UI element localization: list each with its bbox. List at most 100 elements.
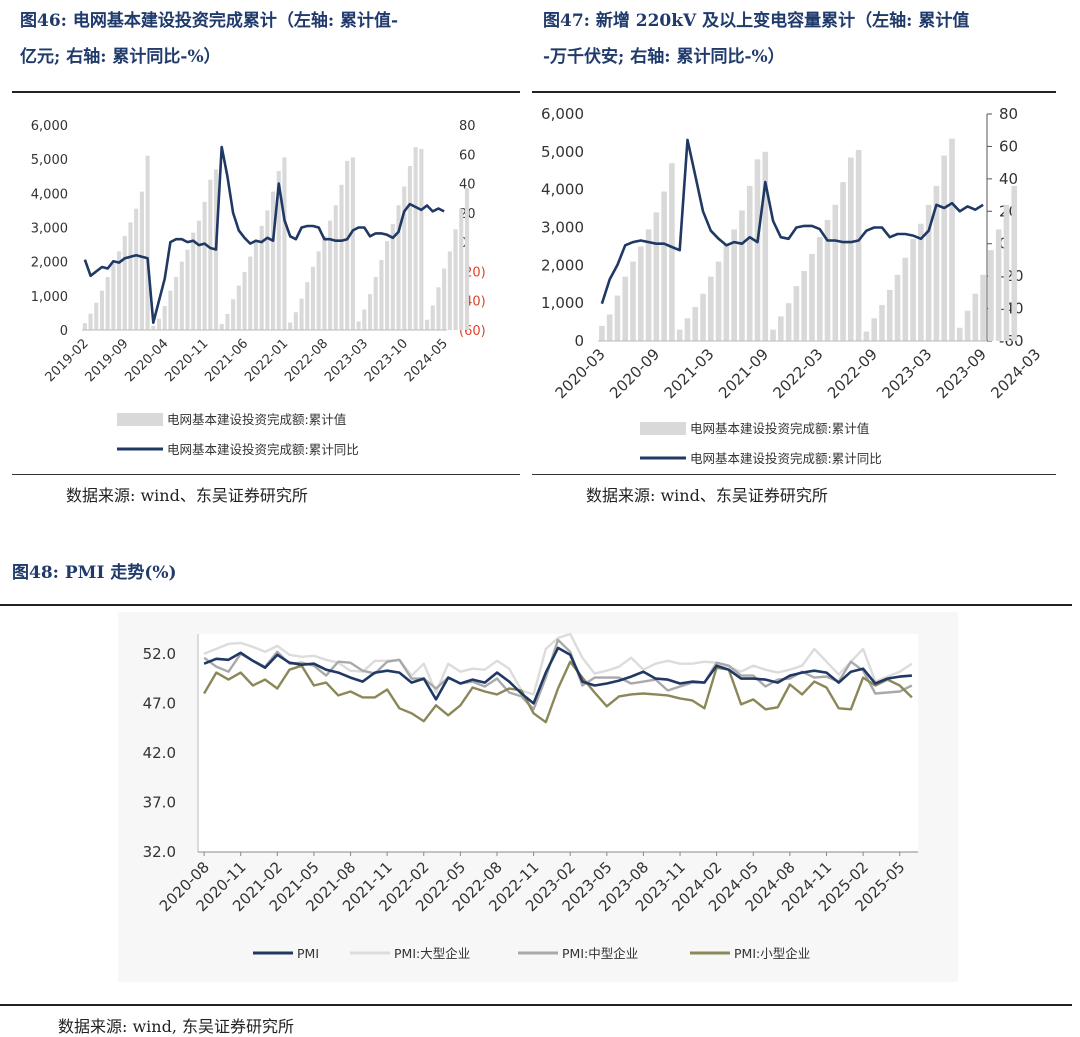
- y-left-tick-label: 5,000: [31, 153, 68, 168]
- bar-cumulative: [390, 224, 395, 330]
- legend-label: PMI:小型企业: [734, 946, 810, 961]
- yoy-line: [600, 138, 984, 305]
- plot-area: [198, 634, 918, 852]
- bar-cumulative: [871, 318, 877, 341]
- bar-cumulative: [94, 302, 99, 330]
- bar-cumulative: [739, 210, 745, 341]
- x-tick-label: 2023-03: [878, 345, 935, 402]
- bar-cumulative: [82, 323, 87, 330]
- bar-cumulative: [105, 277, 110, 330]
- legend-label: PMI:中型企业: [562, 946, 638, 961]
- fig46-title-line1: 图46: 电网基本建设投资完成累计（左轴: 累计值-: [20, 11, 399, 31]
- bar-cumulative: [453, 229, 458, 330]
- bar-cumulative: [128, 222, 133, 330]
- bar-cumulative: [248, 256, 253, 330]
- x-tick-label: 2023-09: [933, 345, 990, 402]
- x-tick-label: 2021-03: [661, 345, 718, 402]
- bar-cumulative: [723, 244, 730, 341]
- bar-cumulative: [259, 225, 264, 330]
- bar-cumulative: [964, 310, 971, 341]
- y-right-tick-label: 60: [459, 148, 476, 163]
- legend-label-line: 电网基本建设投资完成额:累计同比: [690, 451, 882, 466]
- bar-cumulative: [134, 208, 139, 330]
- bar-cumulative: [350, 157, 355, 330]
- bar-cumulative: [809, 253, 815, 341]
- bar-cumulative: [117, 251, 122, 330]
- y-right-tick-label: 40: [459, 178, 476, 193]
- bar-cumulative: [1003, 204, 1010, 341]
- fig46-source: 数据来源: wind、东吴证券研究所: [66, 486, 308, 505]
- y-left-tick-label: 0: [574, 332, 584, 350]
- bar-cumulative: [122, 236, 127, 330]
- x-tick-label: 2022-01: [242, 336, 291, 385]
- x-tick-label: 2021-06: [202, 336, 251, 385]
- x-tick-label: 2023-10: [362, 336, 411, 385]
- x-tick-label: 2024-03: [987, 345, 1044, 402]
- bar-cumulative: [236, 285, 241, 330]
- bar-cumulative: [156, 318, 162, 330]
- x-tick-label: 2024-05: [402, 336, 451, 385]
- y-left-tick-label: 0: [60, 324, 68, 339]
- bar-cumulative: [715, 261, 722, 341]
- bar-cumulative: [179, 261, 184, 330]
- fig48-chart: 52.047.042.037.032.02020-082020-112021-0…: [118, 612, 958, 982]
- bar-cumulative: [980, 274, 986, 341]
- bar-cumulative: [356, 321, 361, 330]
- bar-cumulative: [219, 323, 224, 330]
- series-line-1: [203, 632, 913, 696]
- bar-cumulative: [139, 191, 144, 330]
- bar-cumulative: [345, 160, 350, 330]
- fig47-top-rule: [532, 91, 1056, 93]
- bar-cumulative: [88, 313, 93, 330]
- legend-swatch-bar: [117, 413, 163, 426]
- bar-cumulative: [988, 250, 994, 341]
- fig47-title-line2: -万千伏安; 右轴: 累计同比-%）: [543, 47, 785, 67]
- bar-cumulative: [731, 229, 737, 341]
- fig47-title-line1: 图47: 新增 220kV 及以上变电容量累计（左轴: 累计值: [543, 11, 970, 31]
- x-tick-label: 2020-03: [552, 345, 609, 402]
- bar-cumulative: [305, 282, 310, 330]
- bar-cumulative: [373, 277, 378, 330]
- bar-cumulative: [692, 306, 699, 341]
- y-left-tick-label: 6,000: [31, 119, 68, 134]
- bar-cumulative: [832, 204, 839, 341]
- bar-cumulative: [419, 148, 424, 330]
- bar-cumulative: [840, 182, 846, 341]
- bar-cumulative: [669, 163, 675, 341]
- bar-cumulative: [464, 188, 470, 330]
- y-left-tick-label: 5,000: [541, 143, 584, 161]
- fig48-source: 数据来源: wind, 东吴证券研究所: [58, 1017, 295, 1036]
- y-right-tick-label: 80: [999, 105, 1018, 123]
- x-tick-label: 2019-02: [43, 336, 92, 385]
- bar-cumulative: [661, 191, 667, 341]
- bar-cumulative: [622, 276, 629, 341]
- bar-cumulative: [407, 166, 412, 330]
- bar-cumulative: [793, 286, 800, 341]
- bar-cumulative: [879, 305, 885, 341]
- x-tick-label: 2022-09: [824, 345, 881, 402]
- bar-cumulative: [367, 294, 373, 330]
- bar-cumulative: [191, 232, 196, 330]
- bar-cumulative: [111, 263, 116, 330]
- bar-cumulative: [894, 274, 901, 341]
- fig46-top-rule: [12, 91, 520, 93]
- y-right-tick-label: 80: [459, 119, 476, 134]
- y-left-tick-label: 4,000: [31, 187, 68, 202]
- legend-label-line: 电网基本建设投资完成额:累计同比: [167, 442, 359, 457]
- y-left-tick-label: 3,000: [541, 219, 584, 237]
- bar-cumulative: [754, 159, 761, 341]
- bar-cumulative: [185, 249, 190, 330]
- bar-cumulative: [684, 318, 691, 341]
- y-left-tick-label: 1,000: [31, 290, 68, 305]
- bar-cumulative: [271, 191, 276, 330]
- y-tick-label: 47.0: [143, 694, 176, 712]
- bar-cumulative: [162, 306, 167, 330]
- bar-cumulative: [322, 236, 327, 330]
- bar-cumulative: [848, 157, 854, 341]
- y-right-tick-label: 40: [999, 170, 1018, 188]
- bar-cumulative: [824, 219, 831, 341]
- bar-cumulative: [231, 299, 236, 330]
- bar-cumulative: [282, 157, 287, 330]
- bar-cumulative: [99, 290, 105, 330]
- bar-cumulative: [168, 290, 173, 330]
